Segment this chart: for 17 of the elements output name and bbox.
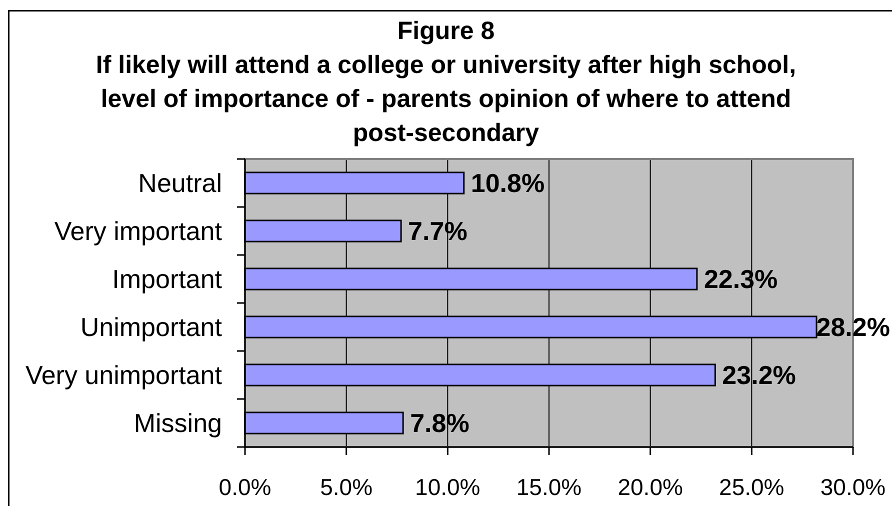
data-label: 10.8%	[470, 168, 545, 198]
x-tick-label: 30.0%	[820, 474, 886, 500]
y-tick-label: Missing	[134, 408, 222, 438]
y-tick-label: Neutral	[138, 168, 222, 198]
y-tick-label: Very unimportant	[25, 360, 223, 390]
y-tick-label: Unimportant	[80, 312, 223, 342]
y-tick-label: Very important	[54, 216, 223, 246]
x-tick-label: 0.0%	[218, 474, 272, 500]
x-tick-label: 5.0%	[320, 474, 373, 500]
chart-subtitle: If likely will attend a college or university after high school, level of importance of - parents opinion of where to attend post-secondary	[96, 51, 796, 147]
data-label: 28.2%	[816, 312, 890, 342]
x-tick-label: 10.0%	[415, 474, 480, 500]
y-tick-label: Important	[112, 264, 223, 294]
x-tick-label: 25.0%	[719, 474, 784, 500]
x-tick-label: 15.0%	[516, 474, 582, 500]
chart-title: Figure 8	[397, 17, 495, 45]
x-tick-label: 20.0%	[618, 474, 683, 500]
